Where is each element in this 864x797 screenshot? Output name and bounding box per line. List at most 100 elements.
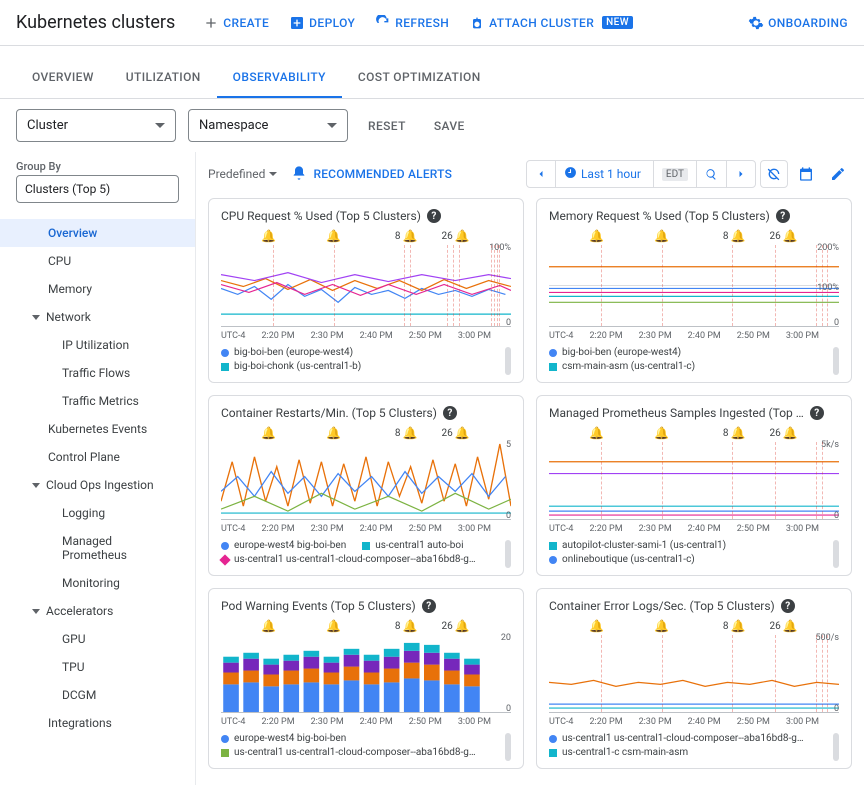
x-tick: 2:30 PM	[639, 717, 672, 727]
x-tick: 2:30 PM	[639, 524, 672, 534]
group-by-dropdown[interactable]: Clusters (Top 5)	[16, 175, 179, 203]
time-next-button[interactable]	[727, 161, 755, 187]
chart-plot[interactable]: 200% 100% 0	[549, 245, 839, 327]
sidebar-item-logging[interactable]: Logging	[0, 499, 195, 527]
x-tick: 2:50 PM	[409, 717, 442, 727]
x-tick: 2:50 PM	[737, 524, 770, 534]
sidebar-item-network[interactable]: Network	[0, 303, 195, 331]
create-button[interactable]: CREATE	[203, 15, 269, 31]
y-axis-min: 0	[506, 511, 511, 521]
help-icon[interactable]: ?	[810, 406, 824, 420]
sidebar-item-ip-utilization[interactable]: IP Utilization	[0, 331, 195, 359]
help-icon[interactable]: ?	[422, 599, 436, 613]
alert-count: 26	[441, 621, 452, 632]
y-axis-max: 20	[501, 633, 511, 643]
help-icon[interactable]: ?	[427, 209, 441, 223]
sidebar-item-traffic-flows[interactable]: Traffic Flows	[0, 359, 195, 387]
legend-label: europe-west4 big-boi-ben	[234, 733, 346, 744]
x-tick: 2:20 PM	[589, 717, 622, 727]
scrollbar[interactable]	[833, 540, 839, 568]
tab-utilization[interactable]: UTILIZATION	[110, 58, 217, 98]
legend-marker	[221, 542, 229, 550]
sidebar-item-dcgm[interactable]: DCGM	[0, 681, 195, 709]
bell-plus-icon	[291, 165, 307, 184]
y-axis-min: 0	[834, 511, 839, 521]
sidebar-item-tpu[interactable]: TPU	[0, 653, 195, 681]
time-prev-button[interactable]	[527, 161, 556, 187]
alert-count: 8	[395, 428, 401, 439]
attach-cluster-button[interactable]: ATTACH CLUSTER NEW	[469, 15, 633, 31]
bell-icon: 🔔	[589, 229, 604, 243]
zoom-button[interactable]	[697, 161, 727, 187]
tab-overview[interactable]: OVERVIEW	[16, 58, 110, 98]
legend-label: us-central1 us-central1-cloud-composer--…	[234, 747, 476, 758]
sidebar-item-overview[interactable]: Overview	[0, 219, 195, 247]
x-tick: 2:20 PM	[589, 524, 622, 534]
legend-marker	[221, 749, 229, 757]
refresh-button[interactable]: REFRESH	[375, 15, 449, 31]
clock-icon	[564, 166, 577, 182]
sidebar-item-cloud-ops[interactable]: Cloud Ops Ingestion	[0, 471, 195, 499]
help-icon[interactable]: ?	[443, 406, 457, 420]
toolbar: Predefined RECOMMENDED ALERTS Last 1 hou…	[208, 160, 852, 188]
sidebar-item-monitoring[interactable]: Monitoring	[0, 569, 195, 597]
chart-plot[interactable]: 100% 0	[221, 245, 511, 327]
chart-pod-warnings: Pod Warning Events (Top 5 Clusters) ? 🔔 …	[208, 588, 524, 769]
x-tick: 2:30 PM	[639, 331, 672, 341]
sidebar-item-gpu[interactable]: GPU	[0, 625, 195, 653]
legend-marker	[549, 735, 557, 743]
sidebar-item-accelerators[interactable]: Accelerators	[0, 597, 195, 625]
x-tick: 2:40 PM	[688, 717, 721, 727]
tab-cost-optimization[interactable]: COST OPTIMIZATION	[342, 58, 497, 98]
chart-plot[interactable]: 500/s 0	[549, 635, 839, 713]
x-tick: 2:40 PM	[360, 524, 393, 534]
x-tick: UTC-4	[549, 331, 574, 341]
sidebar-item-cpu[interactable]: CPU	[0, 247, 195, 275]
chart-plot[interactable]: 5k/s 0	[549, 442, 839, 520]
legend-label: autopilot-cluster-sami-1 (us-central1)	[562, 540, 726, 551]
scrollbar[interactable]	[505, 540, 511, 568]
edit-button[interactable]	[824, 160, 852, 188]
namespace-dropdown[interactable]: Namespace	[188, 109, 348, 142]
x-tick: 2:40 PM	[360, 717, 393, 727]
sidebar-item-k8s-events[interactable]: Kubernetes Events	[0, 415, 195, 443]
y-axis-max: 500/s	[815, 633, 839, 643]
tz-button[interactable]: EDT	[654, 161, 697, 187]
time-range-button[interactable]: Last 1 hour	[556, 161, 654, 187]
gear-icon	[748, 15, 764, 31]
sidebar-item-managed-prometheus[interactable]: Managed Prometheus	[0, 527, 195, 569]
deploy-button[interactable]: DEPLOY	[289, 15, 355, 31]
x-tick: 3:00 PM	[786, 717, 819, 727]
help-icon[interactable]: ?	[776, 209, 790, 223]
legend-label: us-central1 us-central1-cloud-composer--…	[562, 733, 804, 744]
help-icon[interactable]: ?	[781, 599, 795, 613]
calendar-button[interactable]	[792, 160, 820, 188]
cluster-dropdown[interactable]: Cluster	[16, 109, 176, 142]
predefined-dropdown[interactable]: Predefined	[208, 167, 277, 181]
onboarding-button[interactable]: ONBOARDING	[748, 15, 848, 31]
reset-button[interactable]: RESET	[360, 119, 414, 133]
scrollbar[interactable]	[833, 347, 839, 375]
disable-auto-refresh-button[interactable]	[760, 160, 788, 188]
recommended-alerts-button[interactable]: RECOMMENDED ALERTS	[291, 165, 452, 184]
save-button[interactable]: SAVE	[426, 119, 473, 133]
chevron-down-icon	[32, 483, 40, 488]
scrollbar[interactable]	[505, 733, 511, 761]
sidebar-item-traffic-metrics[interactable]: Traffic Metrics	[0, 387, 195, 415]
scrollbar[interactable]	[505, 347, 511, 375]
x-tick: 2:40 PM	[688, 331, 721, 341]
scrollbar[interactable]	[833, 733, 839, 761]
group-by-label: Group By	[16, 160, 179, 173]
sidebar-item-control-plane[interactable]: Control Plane	[0, 443, 195, 471]
sidebar-item-memory[interactable]: Memory	[0, 275, 195, 303]
legend-marker	[221, 349, 229, 357]
sidebar-item-label: Cloud Ops Ingestion	[46, 478, 154, 492]
tz-badge: EDT	[662, 168, 688, 181]
sidebar-item-integrations[interactable]: Integrations	[0, 709, 195, 737]
chart-plot[interactable]: 20 0	[221, 635, 511, 713]
x-tick: 2:50 PM	[737, 331, 770, 341]
attach-label: ATTACH CLUSTER	[489, 16, 594, 30]
tab-observability[interactable]: OBSERVABILITY	[217, 58, 342, 98]
chart-plot[interactable]: 5 0	[221, 442, 511, 520]
bell-icon: 🔔	[455, 229, 470, 243]
